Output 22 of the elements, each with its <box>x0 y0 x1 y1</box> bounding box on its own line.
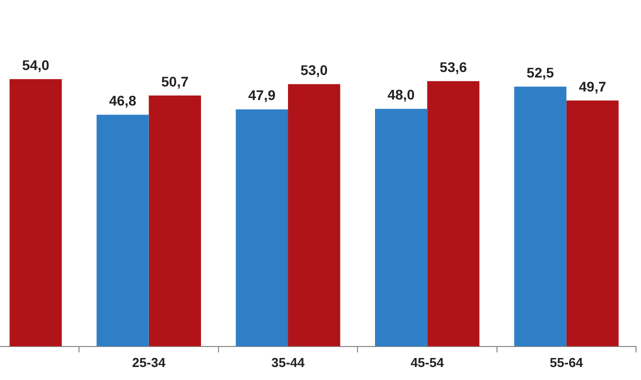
bar <box>96 114 149 346</box>
data-label: 53,0 <box>300 62 328 78</box>
bar <box>10 79 62 346</box>
bar <box>566 100 619 346</box>
x-tick-label: 45-54 <box>410 354 445 370</box>
bar <box>236 109 288 346</box>
data-label: 54,0 <box>22 57 50 74</box>
x-tick-label: 35-44 <box>271 354 306 370</box>
data-label: 50,7 <box>161 73 189 90</box>
bar <box>375 108 428 346</box>
data-label: 52,5 <box>526 64 554 80</box>
data-label: 49,7 <box>578 78 606 94</box>
x-tick-label: 55-64 <box>550 354 584 370</box>
bar <box>288 84 340 346</box>
bar <box>427 81 480 346</box>
data-label: 53,6 <box>440 59 468 76</box>
x-tick-label: 25-34 <box>132 354 166 370</box>
bar <box>148 96 201 346</box>
data-label: 46,8 <box>109 92 137 109</box>
data-label: 48,0 <box>387 86 415 103</box>
data-label: 47,9 <box>248 87 276 104</box>
bar <box>514 86 566 346</box>
